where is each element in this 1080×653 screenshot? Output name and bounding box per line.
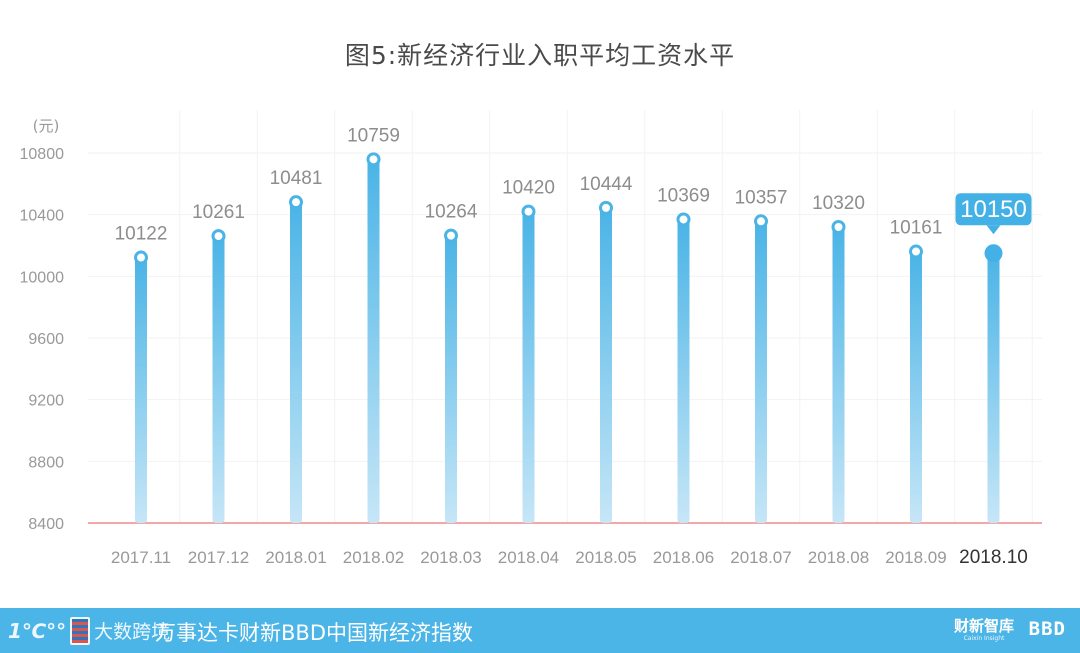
- y-tick-label: 9600: [28, 331, 64, 348]
- bar: [135, 257, 147, 523]
- y-tick-label: 8400: [28, 516, 64, 533]
- data-label: 10444: [580, 174, 633, 195]
- x-tick-label: 2018.02: [343, 548, 404, 567]
- x-tick-label: 2018.08: [808, 548, 869, 567]
- data-label: 10264: [425, 202, 478, 223]
- bar: [832, 227, 845, 523]
- data-label: 10357: [735, 187, 788, 208]
- caixin-insight-logo: 财新智库 Caixin Insight: [953, 617, 1014, 643]
- data-point: [521, 204, 536, 219]
- data-point: [444, 228, 458, 243]
- value-callout: [955, 193, 1032, 226]
- data-label: 10481: [270, 168, 323, 189]
- bar: [910, 251, 922, 523]
- x-tick-label: 2018.05: [575, 548, 636, 567]
- x-tick-label: 2018.03: [420, 548, 481, 567]
- highlight-point: [984, 244, 1003, 263]
- data-label: 10369: [657, 185, 710, 206]
- y-tick-label: 8800: [28, 454, 64, 471]
- bar: [445, 235, 457, 523]
- y-tick-label: 10000: [20, 269, 65, 286]
- bbd-logo: BBD: [1028, 618, 1066, 640]
- x-tick-label: 2018.10: [959, 547, 1028, 568]
- x-tick-label: 2018.09: [885, 548, 946, 567]
- x-tick-label: 2018.04: [498, 548, 559, 567]
- footer-bar: 1℃°° 大数跨境 万事达卡财新BBD中国新经济指数 财新智库 Caixin I…: [0, 608, 1080, 653]
- logo-icon: [70, 616, 91, 645]
- data-point: [366, 152, 381, 167]
- data-point: [211, 229, 226, 244]
- data-label: 10759: [347, 125, 400, 146]
- bar: [987, 253, 1000, 524]
- footer-index-name: 万事达卡财新BBD中国新经济指数: [155, 621, 473, 645]
- x-tick-label: 2018.07: [730, 548, 791, 567]
- chart-title: 图5:新经济行业入职平均工资水平: [344, 41, 736, 70]
- data-point: [599, 200, 613, 215]
- data-point: [909, 244, 923, 259]
- x-tick-label: 2018.06: [653, 548, 714, 567]
- y-axis-unit-label: (元): [33, 117, 60, 135]
- data-point: [134, 250, 148, 265]
- bar: [600, 207, 612, 523]
- data-label: 10161: [890, 218, 943, 239]
- bar: [755, 221, 767, 523]
- y-tick-label: 10800: [20, 146, 65, 163]
- data-label: 10122: [115, 224, 168, 245]
- data-label: 10320: [812, 193, 865, 214]
- bar: [290, 202, 302, 523]
- y-tick-label: 9200: [28, 393, 64, 410]
- bar-chart: 8400 8800 9200 9600 10000 10400 10800 (元) 10122 2…: [20, 110, 1042, 568]
- x-tick-label: 2017.12: [188, 548, 249, 567]
- data-label: 10261: [192, 202, 245, 223]
- logo-text: 大数跨境: [94, 621, 171, 643]
- watermark-logo: 1℃°° 大数跨境: [8, 616, 171, 645]
- bar: [212, 236, 225, 524]
- bar: [367, 159, 380, 523]
- bar: [522, 211, 535, 524]
- data-point: [831, 220, 846, 234]
- y-tick-label: 10400: [20, 208, 65, 225]
- bar: [677, 219, 690, 523]
- x-tick-label: 2018.01: [265, 548, 326, 567]
- data-point: [754, 214, 768, 229]
- caixin-insight-en: Caixin Insight: [963, 635, 1005, 642]
- data-point: [676, 212, 691, 227]
- data-label: 10420: [502, 178, 555, 199]
- value-callout-pointer: [986, 225, 1001, 235]
- caixin-insight-cn: 财新智库: [953, 617, 1014, 635]
- data-point: [289, 195, 303, 210]
- x-tick-label: 2017.11: [111, 548, 171, 567]
- logo-mark: 1℃°°: [8, 618, 67, 643]
- data-label: 10150: [960, 196, 1027, 223]
